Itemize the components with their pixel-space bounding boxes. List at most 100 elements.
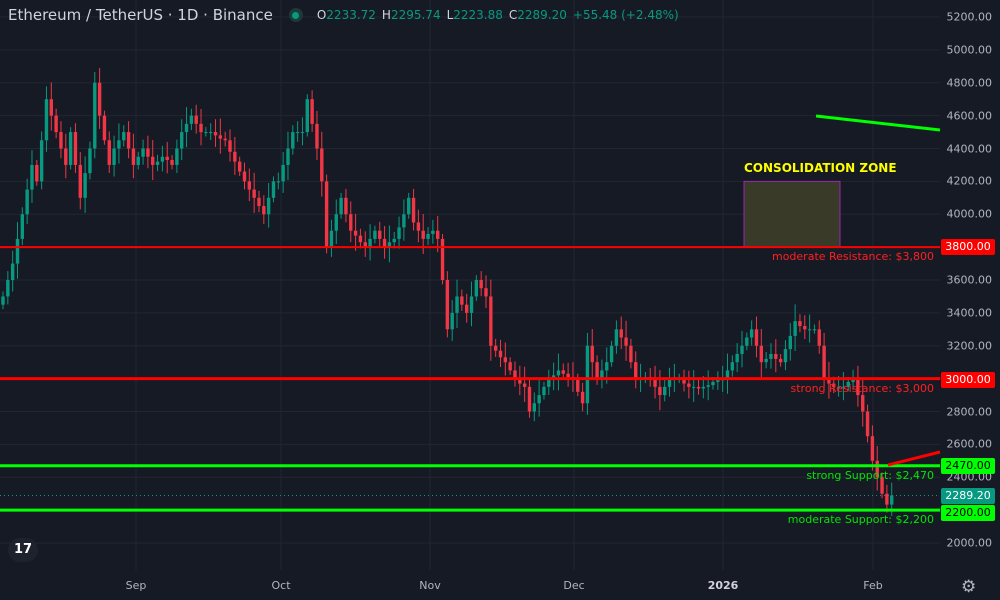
candle-body: [740, 345, 744, 354]
close-value: 2289.20: [517, 8, 567, 22]
candle-body: [841, 386, 846, 388]
level-label: strong Resistance: $3,000: [790, 382, 934, 395]
level-price-tag: 2470.00: [941, 458, 995, 474]
candle-body: [861, 395, 865, 412]
settings-gear-icon[interactable]: ⚙: [961, 577, 977, 597]
candle-body: [107, 140, 111, 165]
candle-body: [469, 296, 474, 313]
candle-body: [436, 230, 440, 239]
candle-body: [431, 230, 435, 234]
zone-label: CONSOLIDATION ZONE: [744, 161, 897, 175]
candle-body: [474, 280, 479, 297]
price-tick-label: 2800.00: [946, 405, 993, 418]
candle-body: [605, 362, 609, 371]
chart-header: Ethereum / TetherUS · 1D · Binance O2233…: [8, 6, 679, 24]
candle-body: [315, 123, 319, 149]
candle-body: [126, 132, 131, 149]
tradingview-logo[interactable]: 17: [8, 538, 38, 562]
candle-body: [566, 373, 570, 377]
candle-body: [455, 296, 459, 313]
candle-body: [368, 238, 372, 248]
candle-body: [228, 140, 232, 152]
candle-body: [735, 353, 739, 363]
candle-body: [890, 495, 894, 505]
candle-body: [397, 227, 401, 239]
trend-line: [815, 114, 941, 132]
time-tick-label: Feb: [863, 579, 883, 592]
candle-body: [774, 353, 778, 359]
candle-body: [6, 280, 10, 297]
candle-body: [131, 148, 136, 165]
candle-body: [165, 156, 169, 161]
candle-body: [769, 353, 773, 359]
candle-body: [20, 214, 25, 239]
candle-body: [619, 329, 623, 338]
candle-body: [493, 345, 498, 351]
candle-body: [749, 329, 754, 338]
candle-body: [527, 386, 532, 412]
candle-body: [807, 329, 812, 331]
candle-body: [78, 164, 82, 198]
candle-body: [614, 329, 619, 346]
candle-body: [687, 383, 691, 387]
market-status-icon[interactable]: [288, 8, 303, 22]
candle-body: [663, 386, 667, 396]
candle-body: [730, 362, 735, 371]
time-tick-label: Nov: [419, 579, 441, 592]
candle-body: [856, 378, 860, 396]
candle-body: [595, 362, 599, 379]
candle-body: [320, 148, 324, 182]
candle-body: [223, 138, 227, 141]
candle-body: [59, 132, 63, 149]
candle-body: [25, 189, 29, 215]
candle-body: [73, 132, 78, 165]
candle-body: [411, 197, 416, 223]
level-label: strong Support: $2,470: [806, 469, 934, 482]
candle-body: [344, 197, 348, 215]
candle-body: [257, 197, 261, 207]
candle-body: [112, 148, 116, 165]
candle-body: [503, 357, 508, 363]
price-tick-label: 4800.00: [946, 76, 993, 90]
candle-body: [146, 148, 150, 157]
candle-body: [508, 362, 512, 371]
price-tick-label: 3200.00: [946, 339, 993, 353]
candle-body: [576, 378, 580, 392]
symbol-title[interactable]: Ethereum / TetherUS · 1D · Binance: [8, 6, 273, 24]
candle-body: [295, 132, 300, 134]
candle-body: [83, 173, 87, 198]
candle-body: [184, 123, 189, 133]
candle-body: [682, 378, 686, 384]
candle-body: [402, 214, 406, 228]
open-value: 2233.72: [326, 8, 376, 22]
price-tick-label: 3400.00: [946, 306, 993, 320]
candle-body: [764, 358, 768, 363]
candle-body: [324, 181, 329, 248]
candle-body: [788, 335, 792, 350]
candle-body: [827, 378, 831, 384]
candle-body: [479, 280, 483, 289]
candle-body: [44, 99, 49, 141]
candle-body: [634, 362, 638, 379]
candle-body: [262, 206, 266, 215]
candle-body: [696, 386, 701, 389]
candle-body: [832, 383, 836, 387]
candle-body: [725, 370, 730, 379]
candle-body: [88, 148, 92, 174]
candle-body: [812, 329, 817, 331]
candle-body: [745, 337, 749, 346]
candle-body: [97, 82, 102, 116]
candle-body: [252, 189, 256, 198]
level-label: moderate Support: $2,200: [787, 513, 934, 526]
candle-body: [464, 304, 469, 313]
candle-body: [421, 230, 425, 239]
candle-body: [151, 156, 155, 165]
candle-body: [271, 181, 276, 198]
candle-body: [237, 161, 242, 172]
price-tick-label: 4600.00: [946, 109, 993, 123]
candle-body: [624, 337, 628, 346]
price-tick-label: 3600.00: [946, 273, 993, 287]
candle-body: [93, 82, 97, 149]
candle-body: [1, 296, 5, 305]
